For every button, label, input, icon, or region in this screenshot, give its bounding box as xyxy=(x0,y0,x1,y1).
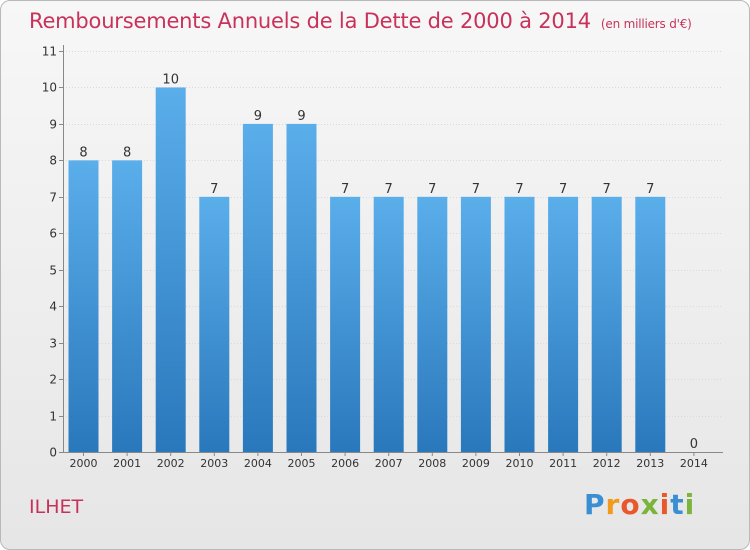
bar-2011 xyxy=(548,196,579,452)
y-tick-label: 6 xyxy=(49,227,57,241)
chart-title-text: Remboursements Annuels de la Dette de 20… xyxy=(29,9,591,33)
y-tick-label: 2 xyxy=(49,373,57,387)
x-tick-label-2003: 2003 xyxy=(200,457,228,470)
data-label-2013: 7 xyxy=(646,182,654,197)
bar-2007 xyxy=(373,196,404,452)
data-label-2002: 10 xyxy=(162,72,179,87)
y-tick-label: 7 xyxy=(49,191,57,205)
commune-name: ILHET xyxy=(29,496,84,518)
x-tick-label-2013: 2013 xyxy=(636,457,664,470)
data-label-2014: 0 xyxy=(690,437,698,452)
bar-2012 xyxy=(591,196,622,452)
bar-2005 xyxy=(286,123,317,452)
bar-2006 xyxy=(330,196,361,452)
bar-2010 xyxy=(504,196,535,452)
x-tick-label-2014: 2014 xyxy=(680,457,708,470)
bar-2002 xyxy=(155,87,186,453)
bar-2009 xyxy=(460,196,491,452)
y-tick-label: 5 xyxy=(49,264,57,278)
y-tick-label: 1 xyxy=(49,410,57,424)
y-tick-label: 4 xyxy=(49,300,57,314)
bar-2004 xyxy=(242,123,273,452)
x-tick-label-2012: 2012 xyxy=(593,457,621,470)
data-label-2004: 9 xyxy=(254,109,262,124)
data-label-2008: 7 xyxy=(428,182,436,197)
chart-title: Remboursements Annuels de la Dette de 20… xyxy=(29,9,692,33)
x-tick-label-2001: 2001 xyxy=(113,457,141,470)
data-label-2000: 8 xyxy=(79,145,87,160)
bar-2000 xyxy=(68,160,99,452)
y-tick-label: 8 xyxy=(49,154,57,168)
x-tick-label-2000: 2000 xyxy=(70,457,98,470)
proxiti-logo: Proxiti xyxy=(584,488,696,521)
y-tick-label: 10 xyxy=(42,81,57,95)
x-tick-label-2007: 2007 xyxy=(375,457,403,470)
y-tick-label: 3 xyxy=(49,337,57,351)
x-tick-label-2006: 2006 xyxy=(331,457,359,470)
x-tick-label-2005: 2005 xyxy=(288,457,316,470)
data-label-2006: 7 xyxy=(341,182,349,197)
y-tick-label: 11 xyxy=(42,45,57,59)
data-label-2001: 8 xyxy=(123,145,131,160)
x-tick-label-2010: 2010 xyxy=(506,457,534,470)
data-label-2009: 7 xyxy=(472,182,480,197)
data-label-2005: 9 xyxy=(297,109,305,124)
y-tick-label: 9 xyxy=(49,118,57,132)
x-tick-label-2009: 2009 xyxy=(462,457,490,470)
data-label-2010: 7 xyxy=(515,182,523,197)
data-label-2012: 7 xyxy=(603,182,611,197)
bar-2013 xyxy=(635,196,666,452)
x-tick-label-2002: 2002 xyxy=(157,457,185,470)
chart-unit: (en milliers d'€) xyxy=(600,17,692,31)
x-tick-label-2008: 2008 xyxy=(418,457,446,470)
x-tick-label-2004: 2004 xyxy=(244,457,272,470)
bar-2001 xyxy=(112,160,143,452)
data-label-2003: 7 xyxy=(210,182,218,197)
bar-2008 xyxy=(417,196,448,452)
data-label-2007: 7 xyxy=(385,182,393,197)
y-tick-label: 0 xyxy=(49,446,57,460)
bar-2003 xyxy=(199,196,230,452)
x-tick-label-2011: 2011 xyxy=(549,457,577,470)
data-label-2011: 7 xyxy=(559,182,567,197)
